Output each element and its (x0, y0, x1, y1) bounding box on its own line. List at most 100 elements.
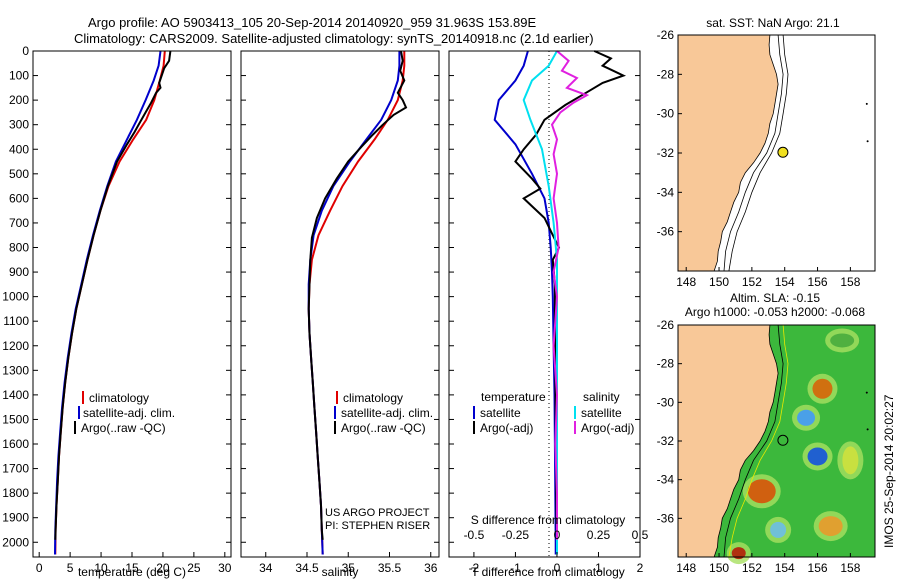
project-line1: US ARGO PROJECT (325, 507, 430, 519)
y-tick-label: 1400 (2, 388, 29, 402)
y-tick-label: 900 (9, 265, 29, 279)
y-tick-label: 1900 (2, 511, 29, 525)
map-x-tick-label: 154 (775, 561, 795, 575)
sla-map-subtitle: Argo h1000: -0.053 h2000: -0.068 (685, 305, 865, 319)
map-y-tick-label: -32 (657, 146, 675, 160)
legend-satellite: satellite-adj. clim. (341, 406, 433, 420)
difference-panel: -2 -1 0 1 2 temperature salinity satellite A… (448, 50, 649, 579)
map-x-tick-label: 158 (840, 561, 860, 575)
legend-t-satellite: satellite (480, 406, 521, 420)
sla-anomaly (747, 479, 776, 504)
x-tick-label: -1 (510, 561, 521, 575)
series-1-2-line (307, 50, 408, 540)
sla-anomaly (797, 409, 816, 426)
map-y-tick-label: -26 (657, 318, 675, 332)
series-0-2-line (54, 50, 172, 540)
map-y-tick-label: -30 (657, 107, 675, 121)
x-tick-label: 35 (342, 561, 356, 575)
map-y-tick-label: -36 (657, 511, 675, 525)
s-tick-label: 0.5 (632, 528, 649, 542)
map-x-tick-label: 150 (709, 275, 729, 289)
map-x-tick-label: 152 (742, 275, 762, 289)
y-tick-label: 1600 (2, 437, 29, 451)
island-dot (865, 102, 868, 105)
y-tick-label: 800 (9, 241, 29, 255)
difference-axes-frame (448, 50, 641, 558)
salinity-axes-frame (240, 50, 440, 558)
map-y-tick-label: -28 (657, 357, 675, 371)
isobath-line (728, 324, 789, 558)
y-tick-label: 700 (9, 216, 29, 230)
y-tick-label: 0 (22, 44, 29, 58)
y-tick-label: 1100 (3, 314, 29, 328)
map-y-tick-label: -36 (657, 225, 675, 239)
s-tick-label: 0.25 (587, 528, 611, 542)
y-tick-label: 300 (9, 118, 29, 132)
sla-anomaly (830, 333, 855, 348)
map-y-tick-label: -34 (657, 473, 675, 487)
y-tick-label: 1700 (2, 462, 29, 476)
series-1-1-line (307, 51, 401, 555)
y-tick-label: 600 (9, 191, 29, 205)
island-dot (865, 391, 868, 394)
x-tick-label: 25 (187, 561, 201, 575)
x-tick-label: 36 (424, 561, 438, 575)
sla-anomaly (731, 547, 746, 560)
project-line2: PI: STEPHEN RISER (325, 520, 430, 532)
legend-s-satellite: satellite (581, 406, 622, 420)
australia-land (677, 324, 779, 558)
y-tick-label: 200 (9, 93, 29, 107)
isobath-line (728, 34, 789, 272)
s-tick-label: 0 (554, 528, 561, 542)
sla-anomaly (818, 516, 843, 537)
isobath-line (723, 34, 784, 272)
legend-s-argo: Argo(-adj) (581, 421, 634, 435)
t-difference-xlabel: T difference from climatology (471, 565, 625, 579)
series-0-1-line (54, 50, 162, 555)
legend-climatology: climatology (343, 391, 403, 405)
x-tick-label: 10 (94, 561, 108, 575)
map-y-tick-label: -30 (657, 395, 675, 409)
australia-land (677, 34, 779, 272)
sst-map-title: sat. SST: NaN Argo: 21.1 (706, 16, 840, 30)
argo-location-marker (777, 146, 789, 158)
salinity-legend: climatology satellite-adj. clim. Argo(..… (334, 391, 433, 435)
series-2-0-line (493, 50, 557, 555)
y-tick-label: 100 (9, 69, 29, 83)
s-tick-label: -0.5 (464, 528, 485, 542)
y-tick-label: 1800 (2, 486, 29, 500)
x-tick-label: 0 (36, 561, 43, 575)
isobath-line (723, 324, 784, 558)
y-tick-label: 400 (9, 142, 29, 156)
salinity-xlabel: salinity (322, 565, 359, 579)
x-tick-label: 5 (67, 561, 74, 575)
map-x-tick-label: 152 (742, 561, 762, 575)
temperature-legend: climatology satellite-adj. clim. Argo(..… (74, 391, 175, 435)
x-tick-label: 20 (156, 561, 170, 575)
map-y-tick-label: -34 (657, 185, 675, 199)
map-x-tick-label: 158 (840, 275, 860, 289)
series-1-0-line (307, 51, 406, 555)
sla-anomaly (770, 521, 787, 538)
map-y-tick-label: -32 (657, 434, 675, 448)
sla-map: Altim. SLA: -0.15 Argo h1000: -0.053 h20… (657, 291, 876, 575)
x-tick-label: 0 (554, 561, 561, 575)
series-2-3-line (550, 50, 590, 540)
x-tick-label: 2 (637, 561, 644, 575)
map-x-tick-label: 156 (808, 561, 828, 575)
temperature-axes-frame (32, 50, 232, 558)
map-y-tick-label: -26 (657, 28, 675, 42)
map-x-tick-label: 156 (808, 275, 828, 289)
temperature-panel: 0 5 10 15 20 25 300100200300400500600700800900… (2, 44, 232, 579)
map-x-tick-label: 148 (676, 275, 696, 289)
legend-climatology: climatology (89, 391, 149, 405)
header-line2: Climatology: CARS2009. Satellite-adjuste… (74, 31, 594, 46)
y-tick-label: 500 (9, 167, 29, 181)
difference-legend: temperature salinity satellite Argo(-adj… (473, 390, 634, 435)
argo-location-marker (777, 434, 789, 446)
sst-map: sat. SST: NaN Argo: 21.1 148 150 152 154 156… (657, 16, 876, 289)
sla-anomaly (842, 446, 859, 475)
island-dot (866, 428, 869, 431)
legend-t-argo: Argo(-adj) (480, 421, 533, 435)
